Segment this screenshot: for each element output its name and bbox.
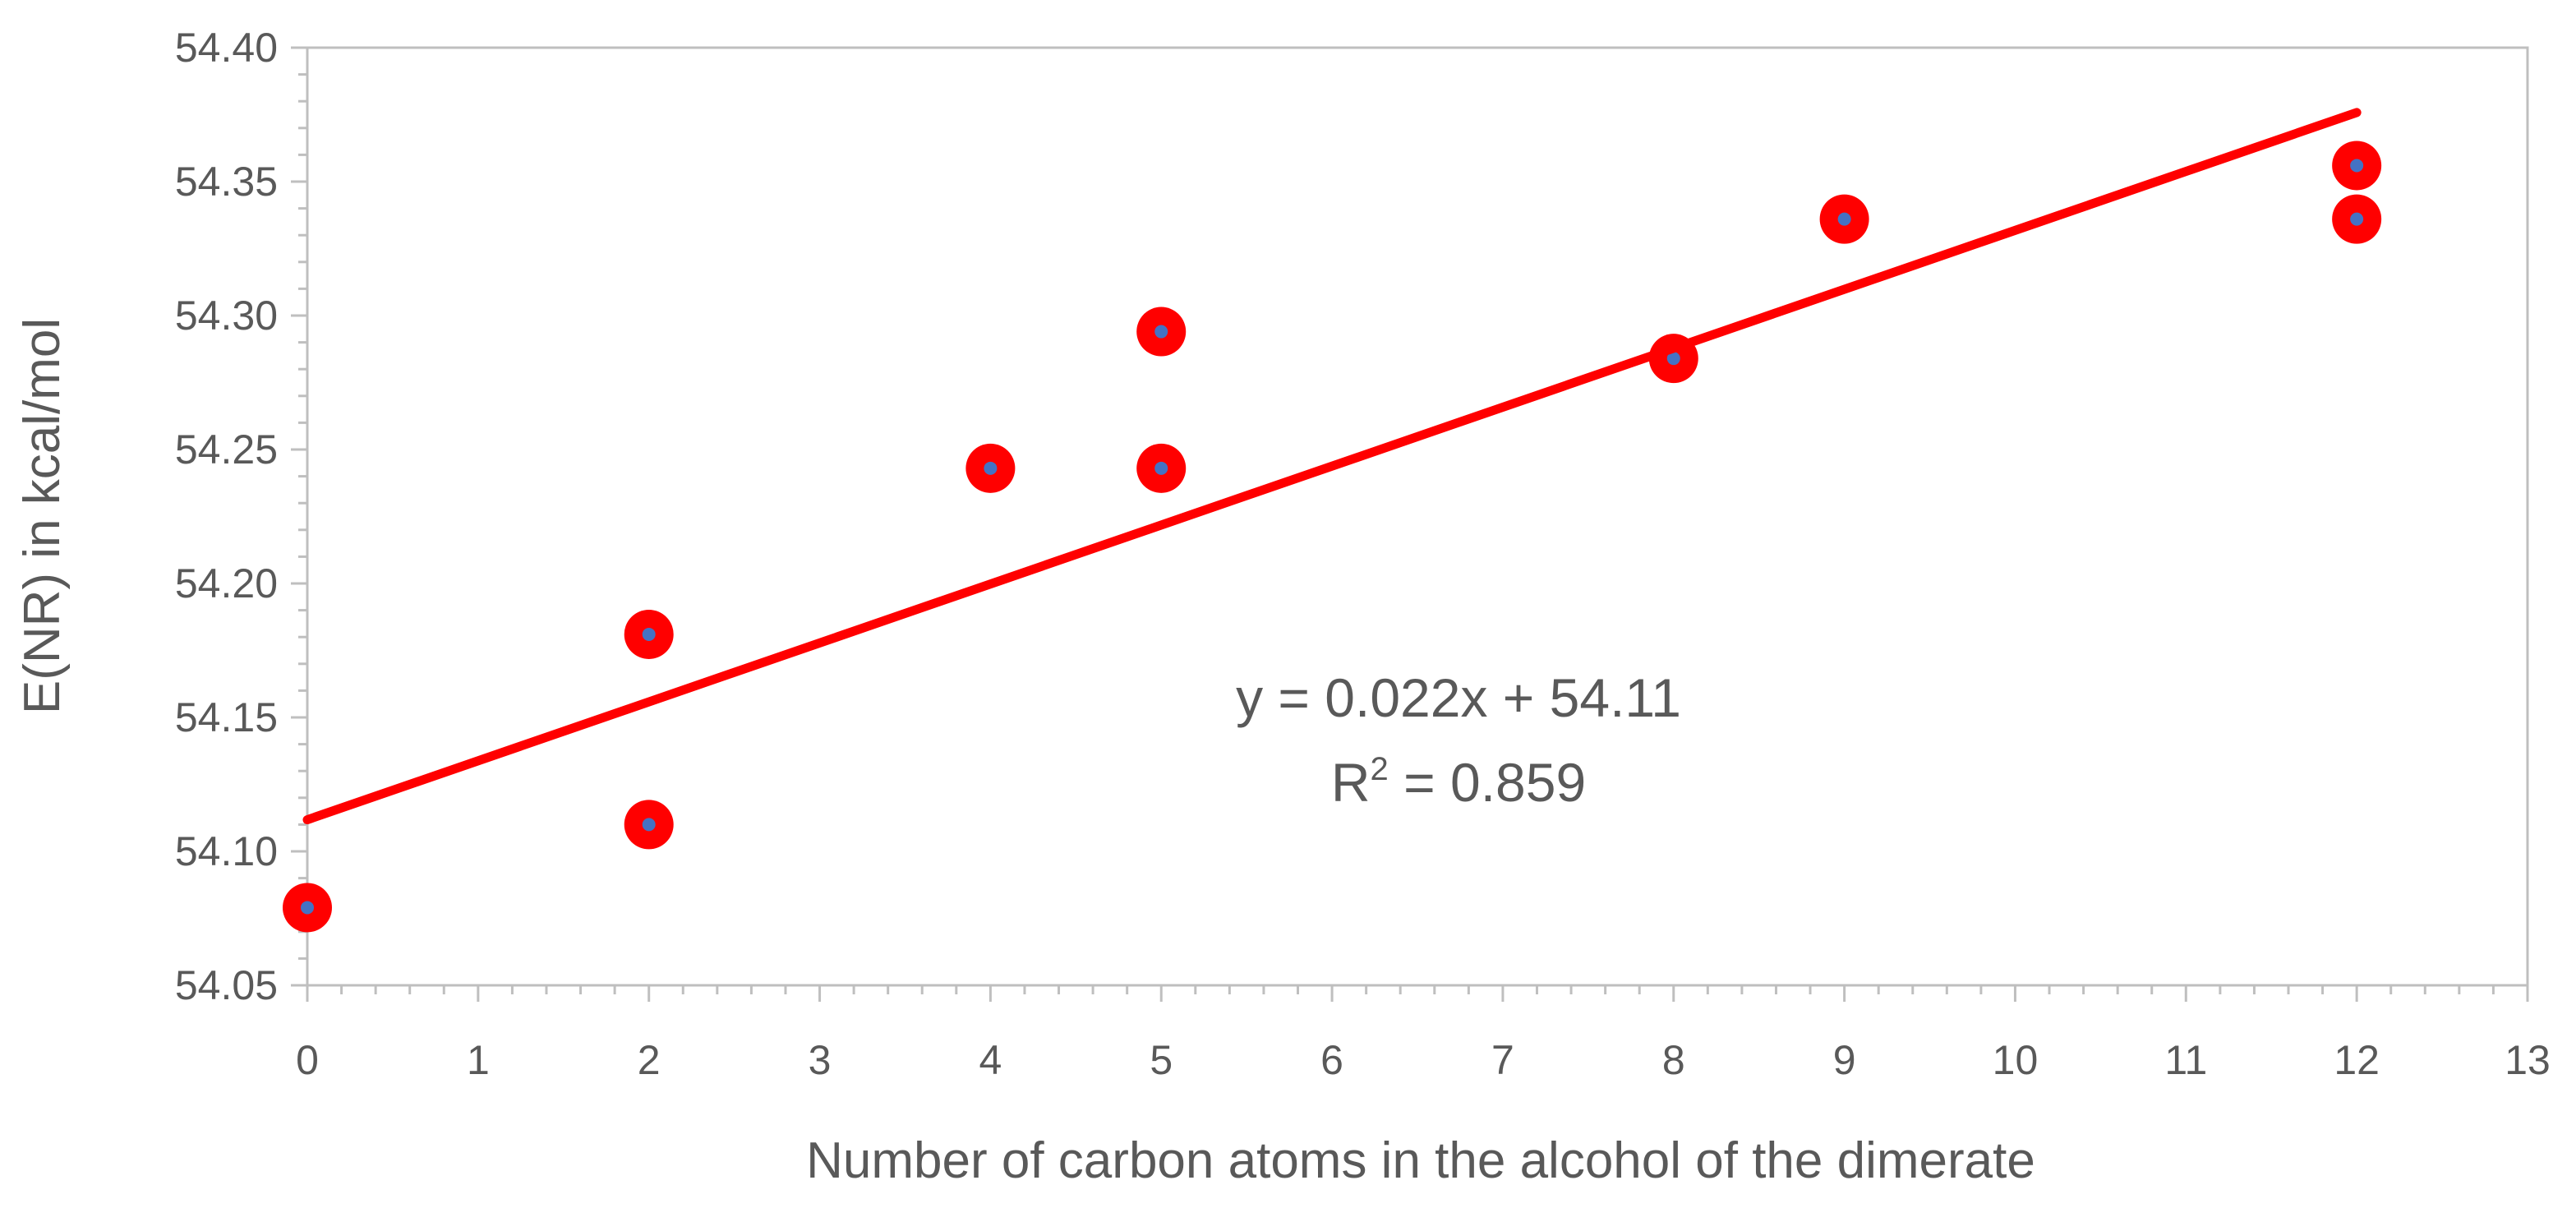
y-tick-label: 54.30 <box>175 293 278 339</box>
trendline <box>302 108 2362 825</box>
r-squared-label: R2 = 0.859 <box>1331 751 1586 813</box>
y-axis-title: E(NR) in kcal/mol <box>14 318 71 714</box>
data-point-center <box>2350 159 2364 173</box>
x-axis-tick-labels: 0 1 2 3 4 5 6 7 8 9 10 11 12 13 <box>296 1037 2551 1083</box>
plot-area <box>306 46 2529 987</box>
x-tick-label: 0 <box>296 1037 319 1083</box>
data-point <box>2332 141 2382 191</box>
data-point-center <box>1666 352 1680 366</box>
x-tick-label: 9 <box>1833 1037 1856 1083</box>
data-point <box>965 443 1016 493</box>
x-axis-ticks <box>306 985 2529 1002</box>
x-tick-label: 1 <box>467 1037 490 1083</box>
x-tick-label: 6 <box>1320 1037 1343 1083</box>
x-tick-label: 11 <box>2164 1037 2207 1083</box>
trendline-equation: y = 0.022x + 54.11 <box>1236 667 1681 728</box>
data-point <box>1819 194 1869 244</box>
data-point <box>624 800 674 850</box>
x-tick-label: 7 <box>1491 1037 1514 1083</box>
data-point-center <box>1154 325 1168 339</box>
x-tick-label: 3 <box>809 1037 832 1083</box>
x-tick-label: 5 <box>1150 1037 1173 1083</box>
y-tick-label: 54.40 <box>175 25 278 71</box>
y-tick-label: 54.10 <box>175 828 278 874</box>
y-axis-tick-labels: 54.05 54.10 54.15 54.20 54.25 54.30 54.35 54.40 <box>175 25 278 1008</box>
data-point-center <box>1154 461 1168 475</box>
x-tick-label: 8 <box>1662 1037 1685 1083</box>
data-point <box>1136 443 1187 493</box>
data-point <box>2332 194 2382 244</box>
data-point <box>624 609 674 659</box>
x-tick-label: 12 <box>2334 1037 2380 1083</box>
data-point <box>283 883 332 933</box>
x-tick-label: 10 <box>1993 1037 2039 1083</box>
y-axis-ticks <box>291 46 307 987</box>
y-tick-label: 54.15 <box>175 694 278 740</box>
x-tick-label: 13 <box>2505 1037 2551 1083</box>
data-point-center <box>2350 212 2364 226</box>
data-point-center <box>642 627 656 641</box>
x-tick-label: 2 <box>638 1037 661 1083</box>
x-tick-label: 4 <box>979 1037 1002 1083</box>
data-point-center <box>642 818 656 832</box>
y-tick-label: 54.05 <box>175 962 278 1008</box>
y-tick-label: 54.20 <box>175 560 278 606</box>
data-point <box>1136 307 1187 357</box>
data-point-center <box>1837 212 1851 226</box>
y-tick-label: 54.35 <box>175 159 278 205</box>
data-points <box>283 141 2382 933</box>
data-point-center <box>984 461 998 475</box>
y-tick-label: 54.25 <box>175 426 278 473</box>
data-point-center <box>301 901 314 915</box>
x-axis-title: Number of carbon atoms in the alcohol of… <box>806 1132 2035 1189</box>
